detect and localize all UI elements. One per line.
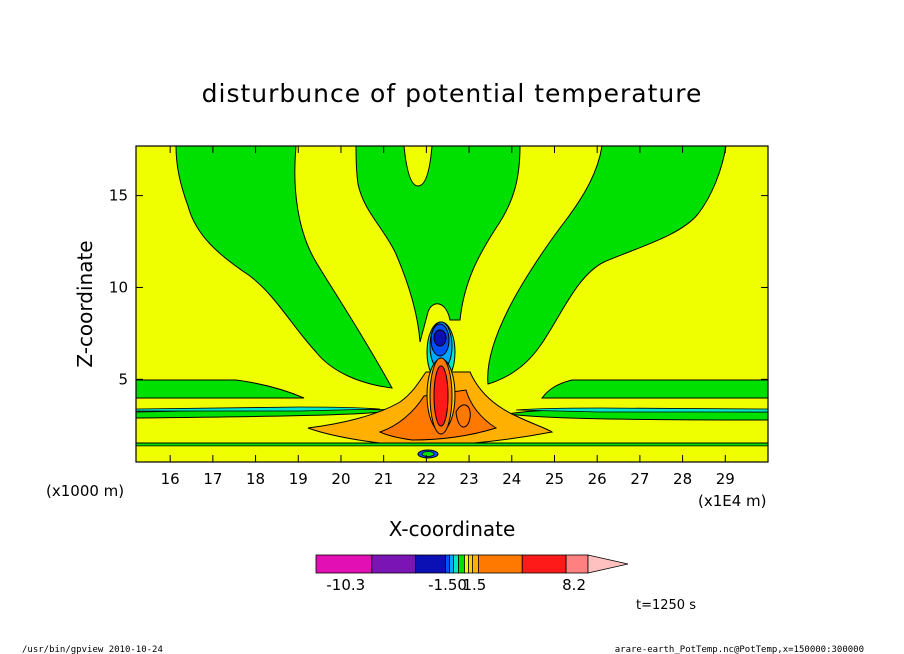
colorbar-swatch <box>468 554 473 574</box>
colorbar-swatch <box>449 554 454 574</box>
colorbar-swatch <box>371 554 417 574</box>
colorbar-label: 1.5 <box>462 576 486 594</box>
contour-bottom-yellow <box>135 445 769 463</box>
colorbar-swatch <box>415 554 446 574</box>
y-axis-label: Z-coordinate <box>73 240 97 367</box>
x-tick-label: 18 <box>246 470 265 488</box>
x-tick-label: 23 <box>460 470 479 488</box>
x-tick-label: 28 <box>673 470 692 488</box>
colorbar-swatch <box>565 554 589 574</box>
y-tick-label: 10 <box>109 278 128 296</box>
colorbar-swatch <box>472 554 479 574</box>
contour-orange-side <box>455 404 471 428</box>
x-tick-label: 22 <box>417 470 436 488</box>
y-unit-label: (x1000 m) <box>46 482 124 500</box>
contour-darkblue-core <box>433 329 447 347</box>
y-tick-label: 5 <box>118 370 128 388</box>
time-label: t=1250 s <box>636 598 696 613</box>
footer-left: /usr/bin/gpview 2010-10-24 <box>22 645 163 654</box>
x-tick-label: 29 <box>716 470 735 488</box>
colorbar-swatch <box>478 554 523 574</box>
y-tick-label: 15 <box>109 187 128 205</box>
contour-yellow-notch <box>403 145 433 187</box>
x-tick-label: 25 <box>545 470 564 488</box>
colorbar-swatch <box>464 554 469 574</box>
contour-cyan-left <box>135 406 381 412</box>
x-tick-label: 17 <box>203 470 222 488</box>
colorbar-swatch <box>521 554 567 574</box>
chart-title: disturbunce of potential temperature <box>202 79 703 108</box>
x-tick-label: 26 <box>588 470 607 488</box>
colorbar-label: -1.50 <box>428 576 467 594</box>
colorbar-label: 8.2 <box>562 576 586 594</box>
contour-green-left-lower <box>135 379 305 399</box>
x-axis-label: X-coordinate <box>389 517 516 541</box>
colorbar-swatch <box>315 554 373 574</box>
x-tick-label: 27 <box>630 470 649 488</box>
y-axis-ticks: 5 10 15 <box>109 187 768 388</box>
x-tick-label: 21 <box>374 470 393 488</box>
plot-frame <box>135 145 769 463</box>
x-tick-label: 20 <box>331 470 350 488</box>
x-tick-label: 19 <box>289 470 308 488</box>
colorbar <box>315 554 629 574</box>
colorbar-label: -10.3 <box>326 576 365 594</box>
contour-green-center <box>355 145 521 343</box>
x-axis-ticks: 16 17 18 19 20 21 22 23 24 25 26 27 28 29 <box>161 146 735 488</box>
x-tick-label: 16 <box>161 470 180 488</box>
contour-cyan-right <box>515 407 769 413</box>
colorbar-swatch <box>445 554 450 574</box>
colorbar-labels: -10.3 -1.501.5 8.2 <box>326 576 586 594</box>
x-unit-label: (x1E4 m) <box>698 492 767 510</box>
colorbar-swatch <box>458 554 465 574</box>
contour-green-right-upper <box>487 145 727 385</box>
contour-bottom-band <box>135 442 769 447</box>
x-tick-label: 24 <box>502 470 521 488</box>
contour-green-left-upper <box>175 145 393 389</box>
plot-area <box>135 145 769 463</box>
contour-bottom-green <box>421 451 435 457</box>
colorbar-swatch <box>453 554 459 574</box>
contour-green-right-lower <box>540 379 769 399</box>
colorbar-arrow <box>587 554 629 574</box>
footer-right: arare-earth_PotTemp.nc@PotTemp,x=150000:… <box>615 645 864 654</box>
contour-red-core <box>433 365 449 427</box>
